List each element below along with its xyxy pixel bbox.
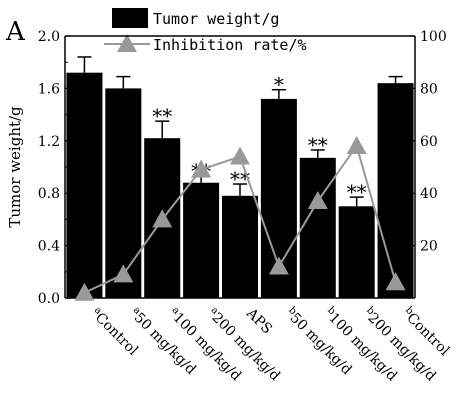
inhibition-line: [74, 136, 406, 301]
x-tick-label: b50 mg/kg/d: [282, 305, 355, 378]
bar: [222, 195, 258, 298]
x-tick-text: 100 mg/kg/d: [325, 310, 399, 384]
panel-label: A: [5, 17, 26, 47]
y-axis-label: Tumor weight/g: [6, 106, 24, 228]
x-tick-text: 100 mg/kg/d: [170, 310, 244, 384]
inhibition-marker: [113, 264, 134, 283]
significance-mark: **: [308, 133, 328, 157]
inhibition-marker: [74, 282, 95, 301]
legend-line-marker: [117, 34, 137, 52]
bar: [105, 88, 142, 299]
x-tick-text: 200 mg/kg/d: [364, 310, 438, 384]
significance-mark: **: [347, 180, 367, 204]
x-tick-text: 200 mg/kg/d: [209, 310, 283, 384]
legend: Tumor weight/g Inhibition rate/%: [104, 8, 307, 54]
y-tick-label: 1.2: [38, 134, 60, 150]
y-tick-label: 0.4: [38, 239, 60, 255]
y2-tick-label: 60: [420, 134, 438, 150]
bar: [299, 157, 336, 298]
x-tick-label: APS: [242, 305, 275, 338]
legend-line-label: Inhibition rate/%: [153, 36, 307, 54]
y2-tick-label: 100: [420, 29, 447, 45]
bar: [183, 182, 220, 298]
bar: [338, 206, 375, 298]
inhibition-marker: [385, 272, 406, 291]
y2-tick-label: 80: [420, 81, 438, 97]
legend-bar-swatch: [112, 8, 148, 28]
y-tick-label: 0.0: [38, 291, 60, 307]
y-tick-label: 2.0: [38, 29, 60, 45]
significance-mark: **: [152, 104, 172, 128]
inhibition-marker: [152, 209, 173, 228]
y-tick-label: 1.6: [38, 81, 60, 97]
y-tick-label: 0.8: [38, 186, 60, 202]
significance-mark: *: [274, 73, 284, 97]
inhibition-marker: [230, 146, 250, 165]
legend-bar-label: Tumor weight/g: [153, 10, 279, 28]
y2-tick-label: 40: [420, 186, 438, 202]
inhibition-marker: [191, 159, 212, 178]
bar: [66, 72, 103, 299]
inhibition-marker: [268, 256, 289, 275]
bar: [377, 83, 414, 298]
y2-tick-label: 20: [420, 239, 438, 255]
x-tick-text: APS: [242, 305, 275, 338]
inhibition-marker: [307, 191, 328, 210]
bars: [66, 72, 414, 299]
x-tick-label: a50 mg/kg/d: [127, 305, 200, 378]
inhibition-marker: [346, 136, 367, 155]
